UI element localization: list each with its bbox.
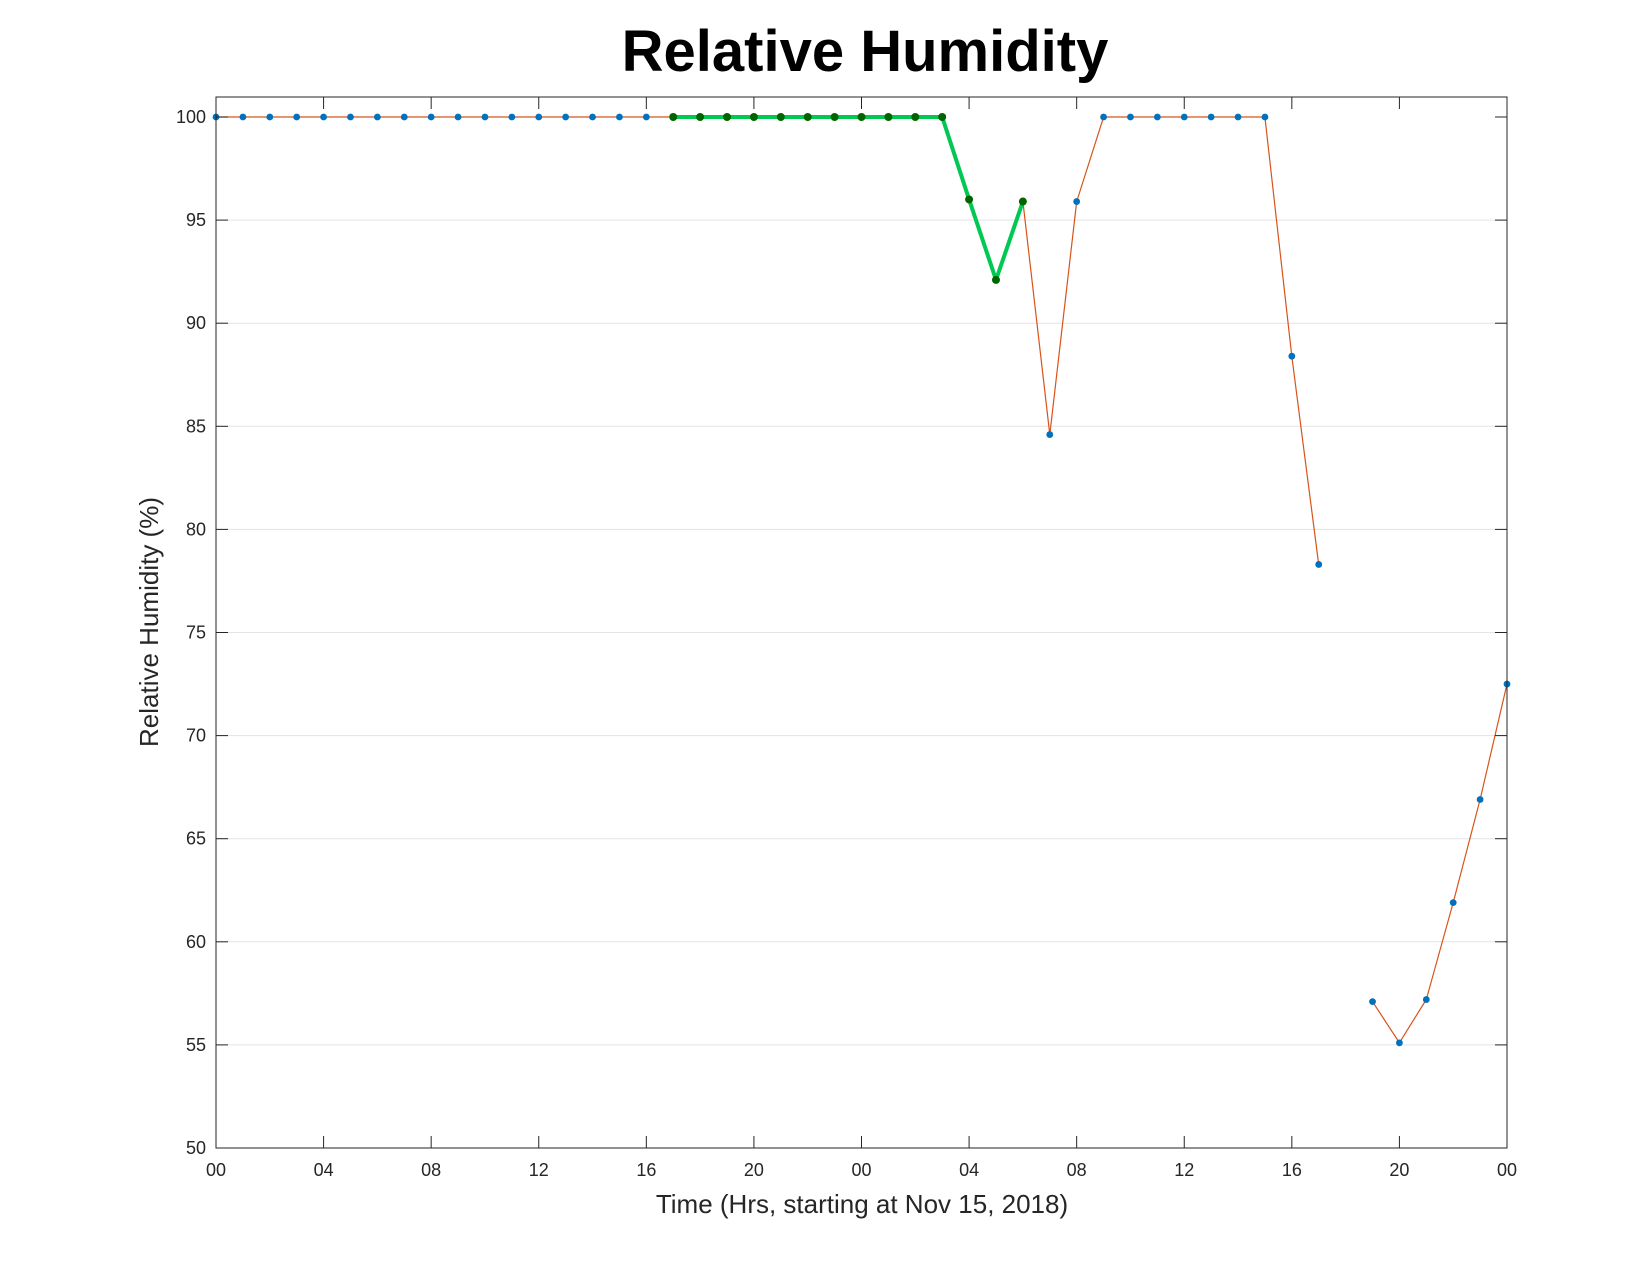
data-point [1449, 899, 1457, 907]
data-point [1127, 113, 1134, 121]
y-tick-label: 85 [186, 416, 206, 436]
data-point [1100, 113, 1107, 121]
data-point [239, 113, 247, 121]
data-point [1369, 998, 1376, 1005]
x-tick-label: 04 [959, 1160, 979, 1180]
x-tick-label: 12 [529, 1160, 549, 1180]
x-tick-label: 12 [1174, 1160, 1194, 1180]
highlight-data-point [696, 113, 705, 121]
data-point [373, 113, 381, 121]
data-point [427, 113, 435, 121]
data-point [1261, 113, 1269, 121]
x-tick-label: 00 [1497, 1160, 1517, 1180]
data-point [347, 113, 354, 121]
data-point [1180, 113, 1188, 121]
data-point [454, 113, 462, 121]
data-point [1315, 561, 1323, 568]
x-axis-title: Time (Hrs, starting at Nov 15, 2018) [656, 1189, 1068, 1219]
data-point [535, 113, 543, 121]
highlight-data-point [884, 113, 893, 121]
data-point [1153, 113, 1161, 121]
plot-area [216, 97, 1507, 1148]
x-tick-label: 16 [636, 1160, 656, 1180]
y-tick-label: 50 [186, 1138, 206, 1158]
x-tick-label: 08 [421, 1160, 441, 1180]
highlight-data-point [776, 113, 785, 121]
y-tick-label: 75 [186, 623, 206, 643]
data-point [562, 113, 570, 121]
y-tick-label: 70 [186, 726, 206, 746]
x-tick-label: 04 [314, 1160, 334, 1180]
x-tick-label: 20 [744, 1160, 764, 1180]
data-point [1234, 113, 1242, 121]
highlight-data-point [857, 113, 866, 121]
x-tick-label: 08 [1067, 1160, 1087, 1180]
highlight-data-point [803, 113, 812, 121]
data-point [1207, 113, 1215, 121]
highlight-data-point [1018, 197, 1027, 206]
highlight-data-point [911, 113, 920, 121]
highlight-data-point [749, 113, 758, 121]
y-tick-label: 60 [186, 932, 206, 952]
highlight-data-point [830, 113, 839, 121]
data-point [1396, 1039, 1403, 1047]
data-point [589, 113, 596, 121]
data-point [642, 113, 650, 121]
highlight-data-point [965, 195, 974, 204]
y-tick-label: 55 [186, 1035, 206, 1055]
grid-lines [216, 219, 1507, 1046]
y-tick-label: 80 [186, 519, 206, 539]
x-tick-label: 16 [1282, 1160, 1302, 1180]
y-tick-label: 65 [186, 829, 206, 849]
data-point [266, 113, 274, 121]
data-point [293, 113, 301, 121]
x-tick-label: 00 [206, 1160, 226, 1180]
y-tick-label: 100 [176, 107, 206, 127]
data-point [1422, 996, 1430, 1003]
chart-title: Relative Humidity [621, 19, 1109, 84]
data-point [320, 113, 327, 121]
data-point [1476, 796, 1484, 803]
highlight-data-point [938, 113, 947, 121]
x-tick-label: 00 [851, 1160, 871, 1180]
highlight-data-point [991, 275, 1000, 284]
highlight-series-line [673, 115, 1025, 282]
data-point [1073, 198, 1081, 205]
data-point [508, 113, 516, 121]
x-tick-label: 20 [1389, 1160, 1409, 1180]
tick-layer: 50 55 60 65 70 75 80 85 90 95 100 00 04 08 12 16 20 00 04 0… [176, 97, 1517, 1180]
highlight-data-point [669, 113, 678, 121]
data-point [616, 113, 623, 121]
y-axis-title: Relative Humidity (%) [134, 497, 164, 747]
series-layer [212, 113, 1511, 1047]
observation-series-line [1371, 683, 1508, 1044]
data-point [1046, 431, 1054, 438]
data-point [481, 113, 489, 121]
highlight-data-point [723, 113, 732, 121]
data-point [400, 113, 408, 121]
data-point [1288, 352, 1296, 360]
y-tick-label: 95 [186, 210, 206, 230]
y-tick-label: 90 [186, 313, 206, 333]
